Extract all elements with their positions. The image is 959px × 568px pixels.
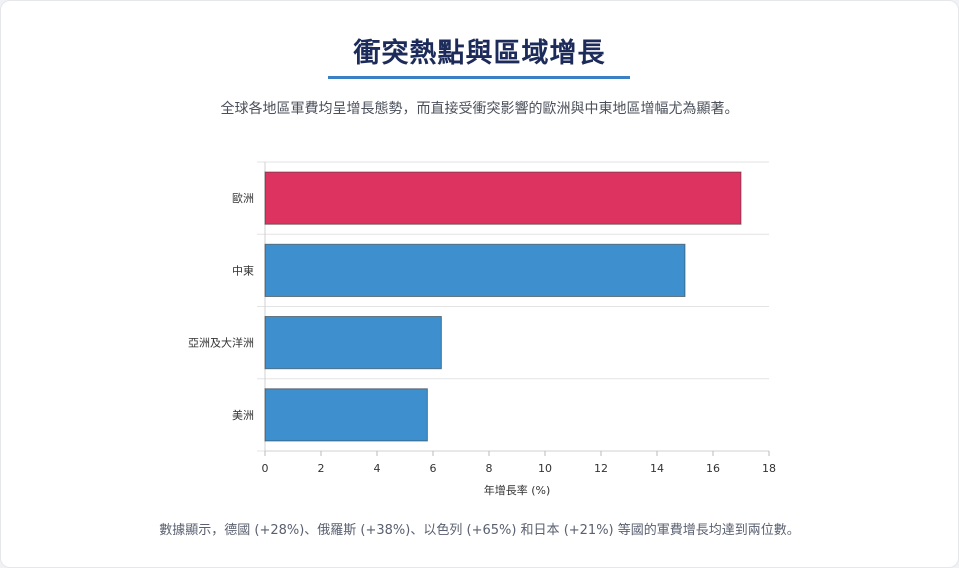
page-title: 衝突熱點與區域增長: [353, 38, 606, 69]
x-axis-title: 年增長率 (%): [484, 483, 551, 497]
category-label: 中東: [232, 264, 254, 277]
x-tick-label: 4: [374, 462, 381, 475]
x-tick-label: 2: [318, 462, 325, 475]
title-underline: [328, 76, 630, 79]
category-label: 美洲: [232, 409, 254, 422]
x-tick-label: 10: [538, 462, 552, 475]
x-tick-label: 16: [706, 462, 720, 475]
x-tick-label: 6: [430, 462, 437, 475]
x-tick-label: 14: [650, 462, 664, 475]
x-tick-label: 0: [262, 462, 269, 475]
bar: [264, 243, 686, 297]
bar: [264, 171, 742, 225]
category-label: 歐洲: [232, 191, 254, 205]
x-tick-label: 12: [594, 462, 608, 475]
bar: [264, 316, 442, 370]
page-subtitle: 全球各地區軍費均呈增長態勢，而直接受衝突影響的歐洲與中東地區增幅尤為顯著。: [220, 101, 739, 117]
category-label: 亞洲及大洋洲: [188, 336, 254, 350]
bar: [264, 388, 428, 442]
x-tick-label: 8: [486, 462, 493, 475]
x-tick-label: 18: [762, 462, 776, 475]
footer-note: 數據顯示，德國 (+28%)、俄羅斯 (+38%)、以色列 (+65%) 和日本…: [159, 523, 800, 538]
